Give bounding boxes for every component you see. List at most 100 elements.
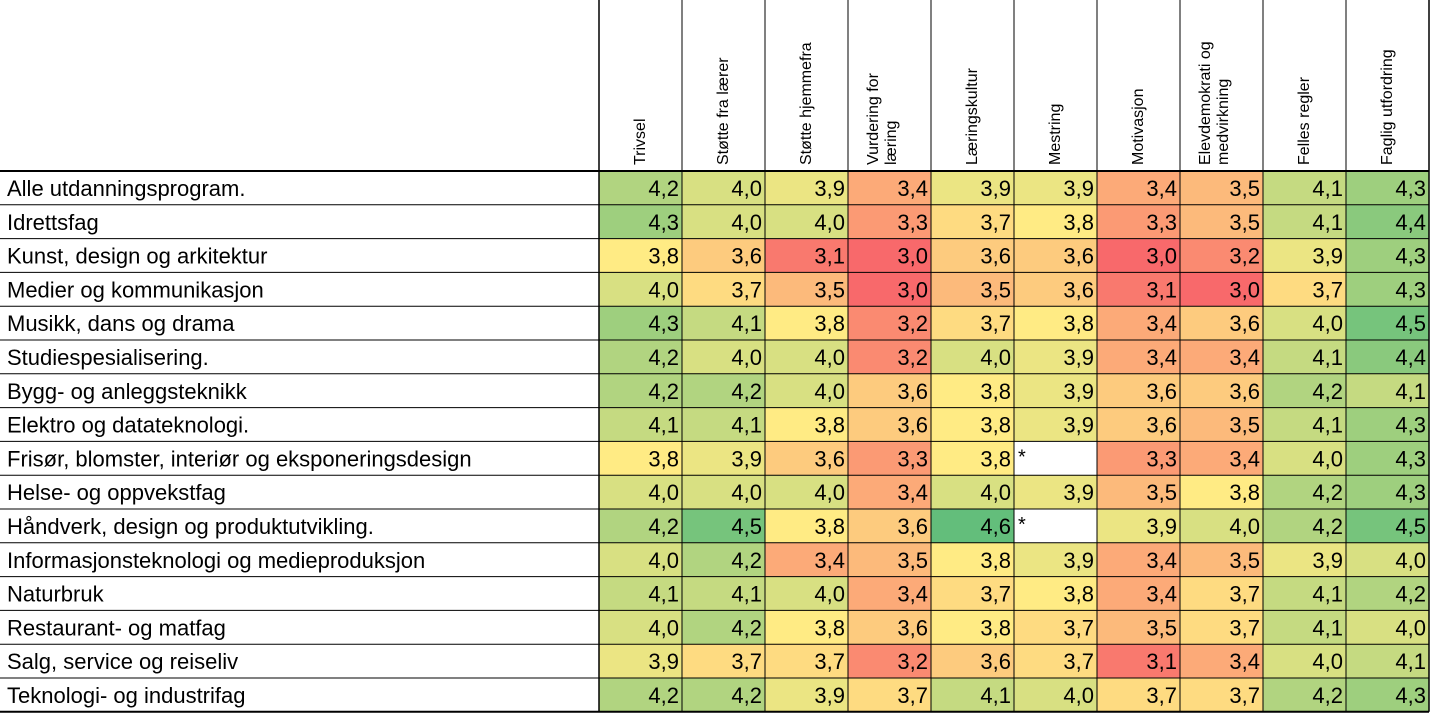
heatmap-cell (599, 542, 682, 577)
cell-value: 3,6 (897, 514, 928, 539)
cell-value: 3,8 (980, 379, 1011, 404)
cell-value: 3,9 (814, 176, 845, 201)
cell-value: 3,0 (897, 277, 928, 302)
heatmap-cell (1097, 509, 1180, 543)
cell-value: 3,9 (1063, 176, 1094, 201)
heatmap-cell (1014, 576, 1097, 611)
cell-value: 3,4 (897, 176, 928, 201)
cell-value: 4,0 (814, 379, 845, 404)
cell-value: 3,9 (731, 446, 762, 471)
heatmap-cell (848, 678, 931, 712)
cell-value: 3,4 (814, 548, 845, 573)
cell-value: 3,4 (897, 480, 928, 505)
cell-value: 3,8 (1063, 311, 1094, 336)
heatmap-cell (765, 373, 848, 408)
row-label: Kunst, design og arkitektur (7, 244, 267, 269)
heatmap-cell (848, 340, 931, 374)
cell-value: 4,3 (1395, 176, 1426, 201)
cell-value: 4,1 (1312, 582, 1343, 607)
cell-value: 3,9 (1312, 244, 1343, 269)
heatmap-cell (848, 373, 931, 408)
cell-value: 3,7 (1312, 277, 1343, 302)
heatmap-cell (682, 340, 765, 374)
heatmap-cell (848, 509, 931, 543)
cell-value: 3,7 (1063, 615, 1094, 640)
column-header-line: Mestring (1047, 104, 1064, 165)
row-label: Restaurant- og matfag (7, 615, 226, 640)
cell-value: 3,4 (897, 582, 928, 607)
heatmap-cell (931, 373, 1014, 408)
row-label: Frisør, blomster, interiør og eksponerin… (7, 446, 472, 471)
column-header: Støtte hjemmefra (798, 42, 815, 165)
row-label: Musikk, dans og drama (7, 311, 235, 336)
column-header-line: Trivsel (632, 118, 649, 165)
cell-value: 3,3 (897, 210, 928, 235)
heatmap-cell (1180, 171, 1263, 205)
cell-value: 4,0 (980, 480, 1011, 505)
cell-value: 4,2 (731, 548, 762, 573)
heatmap-cell (765, 407, 848, 442)
column-header: Læringskultur (964, 67, 981, 165)
row-label: Elektro og datateknologi. (7, 413, 249, 438)
heatmap-cell (1263, 441, 1346, 476)
column-header: Mestring (1047, 104, 1064, 165)
heatmap-cell (1014, 542, 1097, 577)
heatmap-cell (765, 171, 848, 205)
heatmap-cell (682, 509, 765, 543)
cell-value: 4,1 (731, 413, 762, 438)
cell-value: 3,8 (648, 446, 679, 471)
text-layer: 4,2 4,0 3,9 3,4 3,9 3,9 3,4 3,5 4,1 4,3 Alle utdan… (7, 41, 1426, 708)
cell-value: 4,1 (1312, 413, 1343, 438)
row-label: Informasjonsteknologi og medieproduksjon (7, 548, 425, 573)
heatmap-cell (682, 238, 765, 273)
heatmap-cell (682, 373, 765, 408)
row-label: Naturbruk (7, 582, 105, 607)
row-label: Medier og kommunikasjon (7, 277, 264, 302)
heatmap-cell (1097, 441, 1180, 476)
cell-value: 3,4 (1229, 649, 1260, 674)
cell-value: 3,0 (897, 244, 928, 269)
cell-value: 3,7 (980, 210, 1011, 235)
cell-value: 4,5 (731, 514, 762, 539)
cell-value: 4,2 (648, 379, 679, 404)
cell-value: 4,1 (980, 683, 1011, 708)
cell-value: 3,7 (1229, 615, 1260, 640)
row-label: Teknologi- og industrifag (7, 683, 245, 708)
cell-value: 3,4 (1146, 345, 1177, 370)
heatmap-cell (765, 678, 848, 712)
cell-value: 4,0 (1229, 514, 1260, 539)
heatmap-cell (1346, 678, 1429, 712)
cell-value: 4,0 (731, 480, 762, 505)
cell-value: 3,7 (1229, 582, 1260, 607)
heatmap-cell (682, 171, 765, 205)
row-label: Studiespesialisering. (7, 345, 209, 370)
cell-value: 3,5 (1146, 615, 1177, 640)
heatmap-cell (599, 576, 682, 611)
heatmap-cell (1263, 238, 1346, 273)
cell-value: 3,6 (980, 244, 1011, 269)
cell-value: 3,6 (731, 244, 762, 269)
cell-value: 3,6 (1063, 277, 1094, 302)
cell-value: 3,7 (897, 683, 928, 708)
cell-value: 4,3 (1395, 244, 1426, 269)
cell-value: 3,7 (1229, 683, 1260, 708)
heatmap-cell (1346, 610, 1429, 645)
heatmap-cell (1346, 272, 1429, 307)
heatmap-cell (1014, 272, 1097, 307)
cell-value: 3,8 (648, 244, 679, 269)
cell-value: 3,3 (1146, 446, 1177, 471)
heatmap-cell (1180, 509, 1263, 543)
heatmap-cell (1346, 340, 1429, 374)
heatmap-cell (1180, 306, 1263, 340)
heatmap-cell (1346, 373, 1429, 408)
cell-value: 4,0 (1312, 446, 1343, 471)
heatmap-cell (1180, 610, 1263, 645)
cell-value: 3,2 (897, 311, 928, 336)
heatmap-cell (1180, 576, 1263, 611)
heatmap-cell (1263, 678, 1346, 712)
column-header-line: Motivasjon (1130, 89, 1147, 165)
cell-value: 3,3 (1146, 210, 1177, 235)
heatmap-cell (1263, 610, 1346, 645)
cell-value: 4,2 (648, 176, 679, 201)
cell-value: 4,1 (731, 582, 762, 607)
